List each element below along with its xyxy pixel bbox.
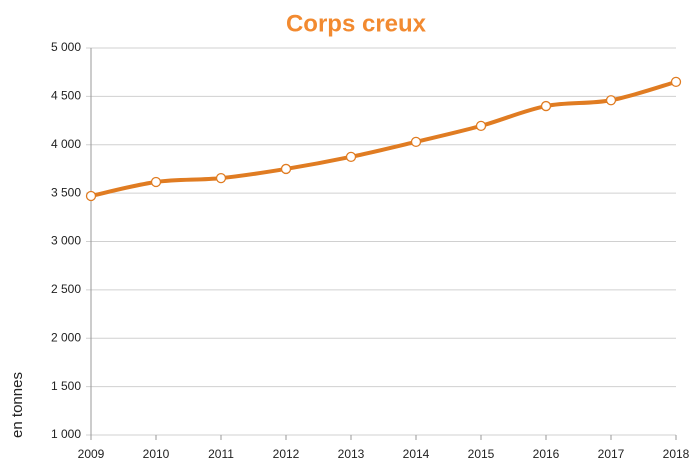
line: [90, 79, 677, 198]
chart-title: Corps creux: [286, 10, 427, 37]
marker: [150, 176, 162, 188]
marker: [540, 100, 552, 112]
y-tick-label: 1 500: [51, 379, 81, 393]
y-tick-label: 1 000: [51, 427, 81, 441]
x-tick-label: 2015: [468, 447, 495, 461]
x-tick-label: 2011: [208, 447, 234, 461]
marker: [345, 151, 357, 162]
x-tick-label: 2014: [403, 447, 430, 461]
x-tick-label: 2010: [143, 447, 170, 461]
marker: [475, 120, 487, 132]
y-tick-label: 3 000: [51, 234, 81, 248]
y-axis-label: en tonnes: [9, 372, 26, 438]
y-tick-label: 2 500: [51, 282, 81, 296]
y-tick-label: 5 000: [51, 40, 81, 54]
y-tick-label: 4 500: [51, 89, 81, 103]
x-tick-label: 2018: [663, 447, 690, 461]
y-tick-label: 3 500: [51, 185, 81, 199]
marker: [280, 163, 292, 175]
x-tick-label: 2013: [338, 447, 365, 461]
y-tick-label: 2 000: [51, 330, 81, 344]
x-tick-label: 2012: [273, 447, 300, 461]
marker: [410, 136, 422, 147]
y-tick-label: 4 000: [51, 137, 81, 151]
marker: [605, 95, 617, 106]
x-tick-label: 2017: [598, 447, 625, 461]
marker: [670, 76, 682, 88]
x-tick-label: 2016: [533, 447, 560, 461]
x-tick-label: 2009: [78, 447, 105, 461]
marker: [215, 172, 227, 184]
marker: [85, 190, 97, 202]
